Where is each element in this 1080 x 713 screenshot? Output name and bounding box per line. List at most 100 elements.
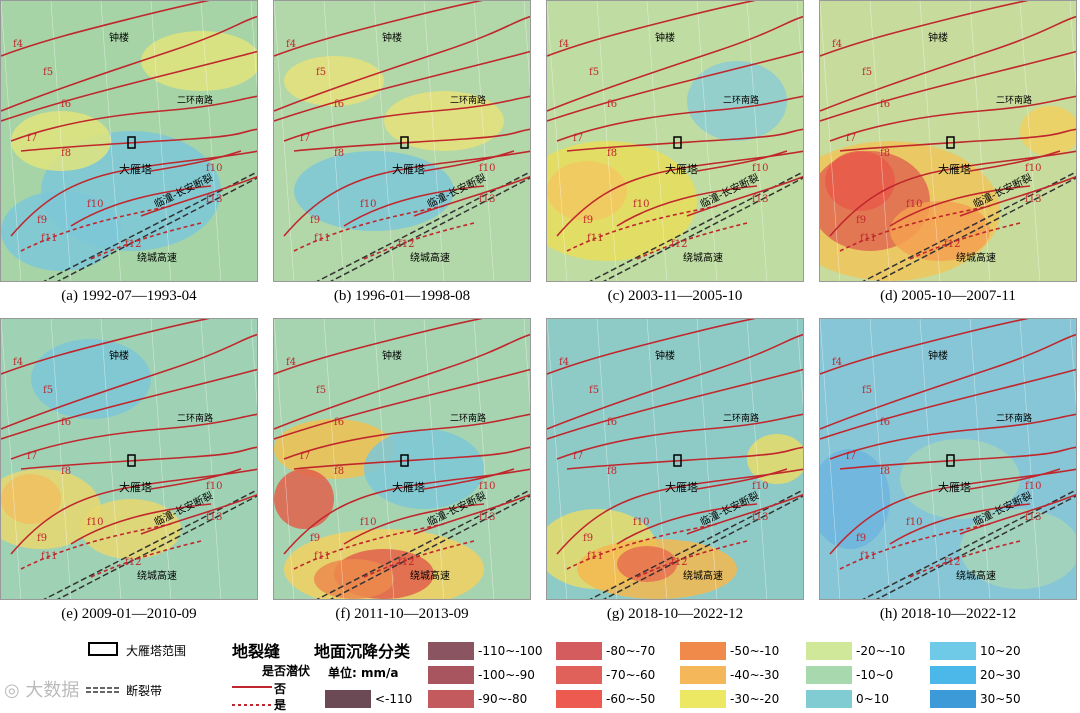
map-label-erhuan: 二环南路	[996, 414, 1033, 424]
legend-swatch-label: 0~10	[856, 692, 889, 706]
fissure-f10b	[70, 185, 212, 227]
fissure-f6	[820, 368, 1076, 440]
map-label-raocheng: 绕城高速	[683, 571, 723, 582]
road-line	[820, 319, 841, 599]
map-label-dayanta: 大雁塔	[392, 163, 425, 176]
fissure-f10b	[70, 503, 212, 545]
legend-swatch-label: -50~-10	[730, 644, 780, 658]
dayanta-box	[946, 454, 955, 467]
road-line	[646, 319, 668, 599]
panel-caption: (e) 2009-01—2010-09	[61, 606, 197, 622]
fissure-f7	[283, 95, 530, 142]
panel-caption: (a) 1992-07—1993-04	[61, 288, 197, 304]
fissure-f5	[1, 15, 257, 112]
fissure-label-f9: f9	[37, 533, 48, 544]
fissure-label-f4: f4	[559, 357, 570, 368]
map-label-zhonglou: 钟楼	[382, 351, 402, 362]
legend-swatch-label: -80~-70	[606, 644, 656, 658]
road-line	[869, 319, 891, 599]
fissure-f9	[10, 468, 257, 555]
fissure-f10	[423, 468, 515, 490]
fissure-label-f10: f10	[479, 481, 496, 492]
fissure-f6	[820, 50, 1076, 122]
map-label-raocheng: 绕城高速	[410, 253, 450, 264]
map-label-erhuan: 二环南路	[177, 414, 214, 424]
legend-swatch	[680, 690, 726, 708]
subsidence-area	[31, 339, 151, 419]
dayanta-range-symbol	[88, 642, 118, 656]
fissure-label-f13: f13	[479, 512, 496, 523]
fissure-label-f11: f11	[41, 551, 58, 562]
road-line	[969, 319, 991, 599]
legend-swatch	[930, 690, 976, 708]
legend-swatch	[428, 642, 474, 660]
fissure-f6	[547, 50, 803, 122]
fissure-label-f12: f12	[671, 239, 688, 250]
road-line	[646, 1, 668, 281]
legend-unit: 单位: mm/a	[328, 666, 399, 680]
fissure-label-f13: f13	[752, 194, 769, 205]
subsidence-area	[81, 499, 181, 559]
subsidence-area	[890, 201, 990, 261]
fissure-f12	[636, 540, 748, 578]
fissure-label-f8: f8	[61, 148, 72, 159]
map-panel: 钟楼 二环南路 大雁塔 绕城高速 临潼-长安断裂 f4 f5 f6 f7 f8 f10 f9 f10 f1…	[819, 318, 1077, 600]
map-label-dayanta: 大雁塔	[119, 481, 152, 494]
subsidence-area	[1, 474, 61, 524]
fissure-f8	[839, 446, 1076, 470]
map-panel: 钟楼 二环南路 大雁塔 绕城高速 临潼-长安断裂 f4 f5 f6 f7 f8 f10 f9 f10 f1…	[0, 0, 258, 282]
legend-swatch-label: -110~-100	[478, 644, 543, 658]
fissure-label-f4: f4	[13, 39, 24, 50]
fissure-f4	[547, 1, 756, 57]
legend-swatch-label: -10~0	[856, 668, 894, 682]
fissure-label-f8: f8	[607, 466, 618, 477]
map-label-erhuan: 二环南路	[177, 96, 214, 106]
map-label-dayanta: 大雁塔	[119, 163, 152, 176]
legend-swatch	[806, 666, 852, 684]
fissure-label-f10: f10	[87, 517, 104, 528]
road-line	[100, 319, 122, 599]
legend-swatch-label: -100~-90	[478, 668, 535, 682]
fissure-f12	[90, 540, 202, 578]
fissure-label-f10: f10	[1025, 481, 1042, 492]
fissure-f5	[547, 333, 803, 430]
map-label-raocheng: 绕城高速	[683, 253, 723, 264]
subsidence-area	[687, 61, 787, 141]
fissure-f13	[686, 493, 803, 535]
subsidence-area	[141, 31, 257, 91]
road-line	[423, 1, 445, 281]
legend-swatch-label: -60~-50	[606, 692, 656, 706]
road-line	[250, 1, 257, 90]
fissure-label-f4: f4	[13, 357, 24, 368]
dayanta-box	[400, 454, 409, 467]
fissure-label-f10: f10	[360, 517, 377, 528]
fissure-f4	[274, 1, 483, 57]
road-line	[919, 1, 941, 281]
fissure-label-f5: f5	[862, 67, 873, 78]
map-label-zhonglou: 钟楼	[928, 351, 948, 362]
watermark: ◎ 大数据	[4, 680, 80, 701]
legend-swatch	[806, 690, 852, 708]
fault-zone-line	[602, 177, 803, 281]
legend-swatch	[556, 666, 602, 684]
fault-zone-line	[43, 171, 257, 281]
fissure-label-f4: f4	[286, 357, 297, 368]
map-label-zhonglou: 钟楼	[382, 33, 402, 44]
legend-swatch	[556, 690, 602, 708]
fissure-f12	[363, 540, 475, 578]
map-panel: 钟楼 二环南路 大雁塔 绕城高速 临潼-长安断裂 f4 f5 f6 f7 f8 f10 f9 f10 f1…	[546, 0, 804, 282]
fissure-f5	[274, 15, 530, 112]
fissure-label-f8: f8	[607, 148, 618, 159]
fault-zone-line	[329, 495, 530, 599]
map-label-dayanta: 大雁塔	[665, 163, 698, 176]
road-line	[373, 1, 395, 281]
legend-swatch	[680, 642, 726, 660]
fissure-label-f5: f5	[316, 385, 327, 396]
fissure-f5	[820, 15, 1076, 112]
fissure-f9	[556, 468, 803, 555]
fissure-f5	[820, 333, 1076, 430]
panel-caption: (g) 2018-10—2022-12	[606, 606, 744, 622]
fissure-label-f8: f8	[334, 466, 345, 477]
subsidence-area	[825, 151, 895, 211]
fissure-label-f8: f8	[334, 148, 345, 159]
